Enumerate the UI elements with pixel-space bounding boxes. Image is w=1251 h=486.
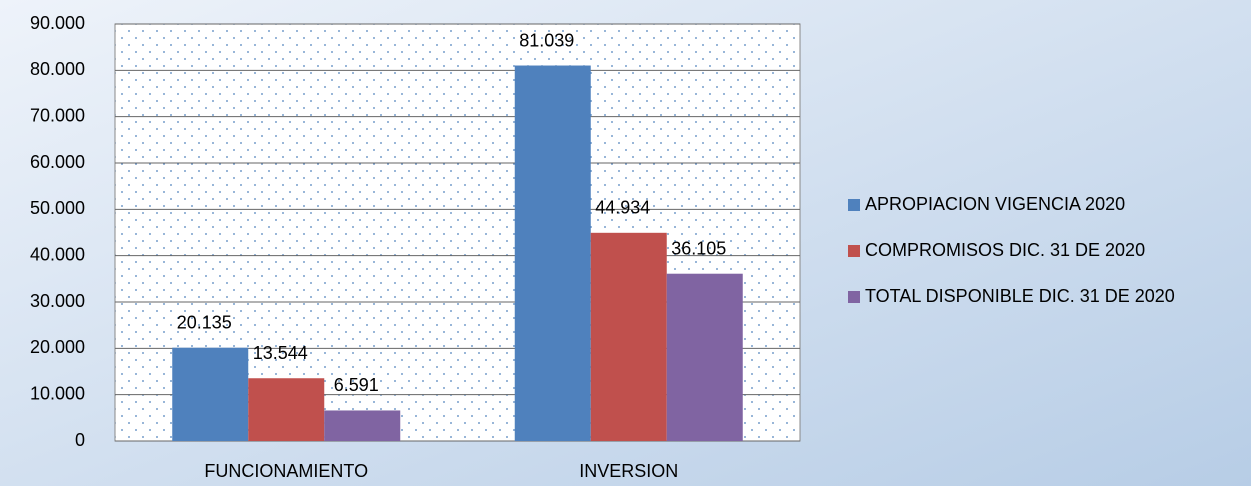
y-tick-label: 70.000	[30, 105, 85, 125]
x-tick-label: FUNCIONAMIENTO	[204, 461, 368, 481]
bar	[324, 410, 401, 441]
data-label: 20.135	[177, 312, 232, 332]
y-tick-label: 60.000	[30, 152, 85, 172]
y-tick-label: 40.000	[30, 244, 85, 264]
data-label: 44.934	[595, 198, 650, 218]
legend-swatch	[848, 291, 860, 303]
data-label: 13.544	[253, 343, 308, 363]
data-label: 6.591	[334, 375, 379, 395]
y-tick-label: 30.000	[30, 291, 85, 311]
y-tick-label: 50.000	[30, 198, 85, 218]
y-tick-label: 0	[75, 430, 85, 450]
y-tick-label: 10.000	[30, 383, 85, 403]
bar	[172, 347, 249, 441]
bar	[248, 378, 325, 441]
legend-label: TOTAL DISPONIBLE DIC. 31 DE 2020	[865, 286, 1175, 306]
bar	[666, 273, 743, 441]
legend-swatch	[848, 245, 860, 257]
y-tick-label: 90.000	[30, 13, 85, 33]
x-tick-label: INVERSION	[579, 461, 678, 481]
legend-label: APROPIACION VIGENCIA 2020	[865, 194, 1125, 214]
data-label: 36.105	[671, 238, 726, 258]
legend-swatch	[848, 199, 860, 211]
y-tick-label: 80.000	[30, 59, 85, 79]
legend-label: COMPROMISOS DIC. 31 DE 2020	[865, 240, 1145, 260]
bar	[514, 65, 591, 442]
y-tick-label: 20.000	[30, 337, 85, 357]
data-label: 81.039	[519, 30, 574, 50]
bar	[590, 232, 667, 441]
